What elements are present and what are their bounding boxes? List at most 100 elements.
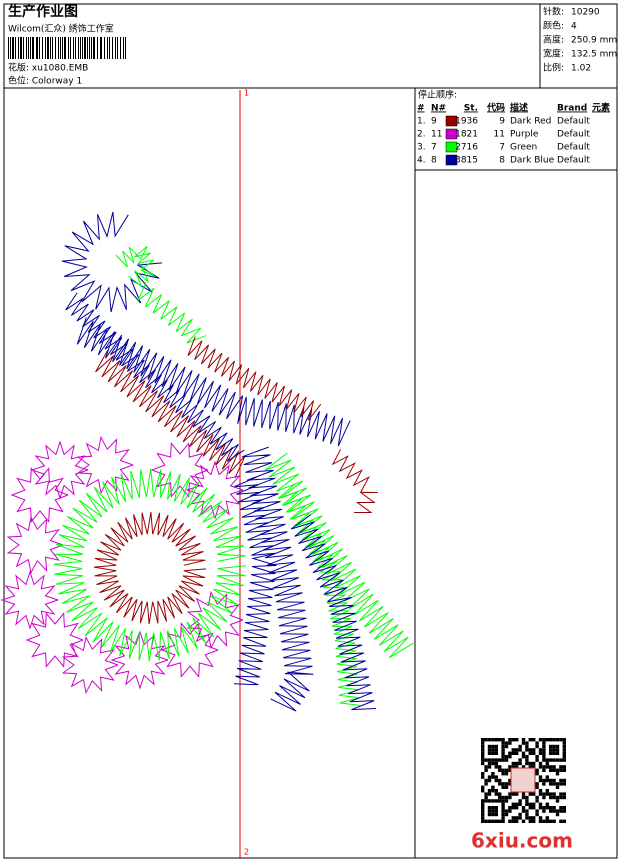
stitch-run (25, 612, 84, 668)
qr-module (494, 738, 498, 742)
qr-module (504, 782, 509, 786)
column-header: # (417, 104, 425, 114)
qr-module (552, 768, 556, 772)
qr-module (555, 758, 560, 762)
qr-module (487, 744, 492, 749)
stitch-run (115, 246, 156, 288)
column-header: 元素 (592, 102, 610, 114)
qr-module (511, 816, 515, 820)
bar (73, 37, 74, 59)
qr-module (508, 751, 512, 755)
qr-module (498, 819, 502, 823)
qr-module (511, 806, 515, 810)
qr-module (549, 751, 553, 755)
bar (109, 37, 110, 59)
qr-module (501, 741, 505, 745)
qr-module (504, 772, 509, 776)
qr-module (491, 772, 495, 776)
qr-module (491, 775, 495, 779)
bar (70, 37, 71, 59)
qr-module (555, 785, 560, 789)
qr-module (484, 792, 488, 796)
qr-module (494, 812, 498, 817)
qr-module (559, 778, 563, 783)
qr-module (487, 806, 492, 810)
qr-module (484, 799, 488, 803)
qr-module (525, 755, 529, 759)
qr-module (481, 775, 485, 779)
qr-module (555, 772, 560, 776)
qr-module (528, 748, 532, 752)
bar (58, 37, 59, 59)
qr-module (552, 819, 556, 823)
qr-module (487, 748, 492, 752)
qr-module (559, 806, 563, 810)
qr-module (528, 816, 532, 820)
qr-module (498, 792, 502, 796)
qr-module (538, 775, 543, 779)
qr-module (481, 819, 485, 823)
qr-module (545, 816, 549, 820)
qr-module (515, 792, 519, 796)
bar (8, 37, 9, 59)
qr-module (538, 778, 543, 783)
qr-module (532, 738, 536, 742)
stop-title: 停止顺序: (418, 89, 457, 101)
qr-module (518, 761, 522, 766)
qr-module (515, 761, 519, 766)
row-stitches: 3815 (455, 156, 478, 166)
qr-module (487, 778, 492, 783)
qr-module (481, 738, 485, 742)
qr-module (491, 799, 495, 803)
qr-module (481, 748, 485, 752)
bar (68, 37, 69, 59)
qr-module (532, 748, 536, 752)
info-value: 4 (571, 22, 577, 32)
qr-module (521, 809, 526, 813)
qr-module (542, 741, 546, 745)
qr-module (559, 768, 563, 772)
qr-module (494, 778, 498, 783)
qr-module (515, 738, 519, 742)
qr-module (532, 816, 536, 820)
stitch-run (53, 468, 247, 662)
qr-module (487, 738, 492, 742)
qr-module (538, 802, 543, 806)
qr-module (535, 799, 539, 803)
qr-module (552, 782, 556, 786)
qr-module (538, 792, 543, 796)
qr-module (484, 782, 488, 786)
qr-code (481, 738, 566, 823)
stitch-run (187, 336, 322, 421)
qr-module (498, 778, 502, 783)
qr-module (494, 748, 498, 752)
qr-module (528, 806, 532, 810)
qr-module (542, 765, 546, 769)
bar (80, 37, 81, 59)
column-header: 描述 (510, 102, 528, 114)
qr-module (491, 748, 495, 752)
qr-module (508, 809, 512, 813)
stitch-run (290, 514, 376, 711)
qr-module (559, 809, 563, 813)
qr-module (555, 795, 560, 800)
qr-module (508, 806, 512, 810)
info-value: 132.5 mm (571, 50, 617, 60)
qr-module (528, 792, 532, 796)
qr-module (545, 738, 549, 742)
row-description: Green (510, 143, 537, 153)
qr-module (491, 809, 495, 813)
qr-module (545, 758, 549, 762)
bar (50, 37, 51, 59)
qr-module (552, 751, 556, 755)
row-code: 11 (494, 130, 505, 140)
qr-module (562, 744, 566, 749)
qr-module (559, 795, 563, 800)
qr-module (487, 809, 492, 813)
qr-module (518, 812, 522, 817)
qr-module (521, 741, 526, 745)
qr-module (511, 751, 515, 755)
bar (93, 37, 95, 59)
qr-module (494, 792, 498, 796)
bar (82, 37, 83, 59)
